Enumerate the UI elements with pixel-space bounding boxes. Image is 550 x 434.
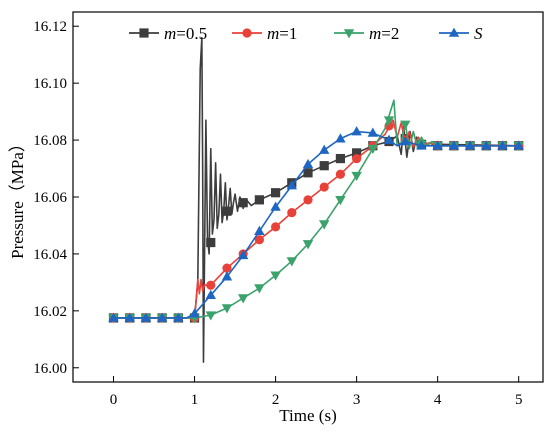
series-line (113, 99, 519, 319)
legend-label-rest: =2 (381, 24, 399, 43)
y-tick-label: 16.00 (33, 361, 67, 377)
series-3 (108, 126, 524, 322)
data-point (287, 208, 297, 218)
data-point (124, 312, 135, 322)
x-tick-label: 0 (110, 392, 118, 408)
legend: m=0.5 m=1 m=2 S (129, 24, 483, 43)
legend-label: m=1 (267, 24, 297, 43)
data-point (303, 168, 313, 178)
data-point (400, 120, 411, 130)
x-tick-label: 4 (434, 392, 442, 408)
data-point (221, 271, 233, 281)
data-point (108, 312, 119, 322)
data-point (351, 171, 362, 182)
legend-label-italic: m (369, 24, 381, 43)
data-point (481, 140, 492, 150)
legend-marker (242, 28, 252, 38)
data-point (156, 312, 168, 322)
data-point (206, 280, 216, 290)
x-tick-label: 5 (515, 392, 523, 408)
data-point (335, 133, 346, 143)
data-point (464, 140, 476, 150)
data-point (270, 201, 281, 211)
data-point (367, 127, 379, 137)
y-tick-label: 16.04 (33, 247, 67, 263)
data-point (237, 249, 249, 260)
data-point (319, 220, 330, 230)
data-point (205, 311, 216, 321)
legend-label-italic: S (474, 24, 483, 43)
data-point (335, 169, 346, 179)
legend-label: m=2 (369, 24, 399, 43)
y-axis-title: Pressure（MPa） (8, 135, 27, 259)
data-point (270, 188, 281, 198)
data-point (367, 144, 379, 155)
data-point (222, 206, 232, 216)
data-point (189, 308, 200, 318)
data-point (270, 271, 281, 281)
data-point (335, 196, 346, 206)
y-tick-label: 16.08 (33, 133, 67, 149)
series-line (113, 119, 519, 319)
data-point (254, 235, 264, 245)
data-point (254, 225, 265, 235)
legend-label: m=0.5 (164, 24, 207, 43)
x-tick-label: 1 (191, 392, 199, 408)
x-axis-title: Time (s) (279, 406, 336, 425)
data-point (237, 294, 249, 304)
data-point (206, 237, 216, 248)
data-point (222, 263, 232, 273)
y-tick-label: 16.02 (33, 304, 67, 320)
legend-marker (448, 27, 460, 37)
series-1 (108, 119, 524, 323)
data-point (286, 257, 297, 267)
legend-marker (343, 29, 355, 39)
legend-label-rest: =1 (279, 24, 297, 43)
data-point (513, 140, 524, 150)
x-tick-label: 3 (353, 392, 361, 408)
data-point (205, 289, 216, 299)
data-point (383, 116, 395, 126)
legend-marker (139, 28, 149, 38)
legend-label: S (474, 24, 483, 43)
legend-label-italic: m (164, 24, 176, 43)
x-tick-label: 2 (272, 392, 280, 408)
data-point (352, 153, 362, 164)
data-point (351, 126, 362, 136)
data-point (383, 134, 395, 144)
data-point (319, 182, 329, 192)
series-2 (108, 99, 524, 324)
data-point (335, 153, 346, 164)
data-point (352, 148, 362, 158)
data-point (432, 140, 443, 150)
y-tick-label: 16.06 (33, 190, 67, 206)
data-point (302, 240, 314, 250)
legend-label-rest: =0.5 (176, 24, 207, 43)
legend-label-italic: m (267, 24, 279, 43)
data-point (319, 161, 329, 171)
data-point (270, 222, 281, 232)
data-point (302, 158, 314, 169)
series-0 (108, 36, 524, 363)
data-point (238, 198, 248, 208)
data-point (303, 195, 313, 205)
data-point (140, 312, 152, 322)
series-line (113, 130, 519, 319)
data-point (221, 304, 233, 314)
data-point (286, 180, 297, 190)
data-point (497, 140, 508, 150)
data-point (173, 312, 184, 322)
series-layer (108, 36, 524, 363)
data-point (319, 144, 330, 154)
y-tick-label: 16.12 (33, 19, 67, 35)
axis-ticks: 0 1 2 3 4 5 16.00 16.02 16.04 16.06 16.08 16.10 16.1… (33, 19, 522, 408)
data-point (254, 284, 265, 294)
data-point (448, 140, 460, 150)
data-point (254, 195, 264, 205)
y-tick-label: 16.10 (33, 76, 67, 92)
data-point (400, 136, 411, 146)
data-point (416, 140, 427, 150)
